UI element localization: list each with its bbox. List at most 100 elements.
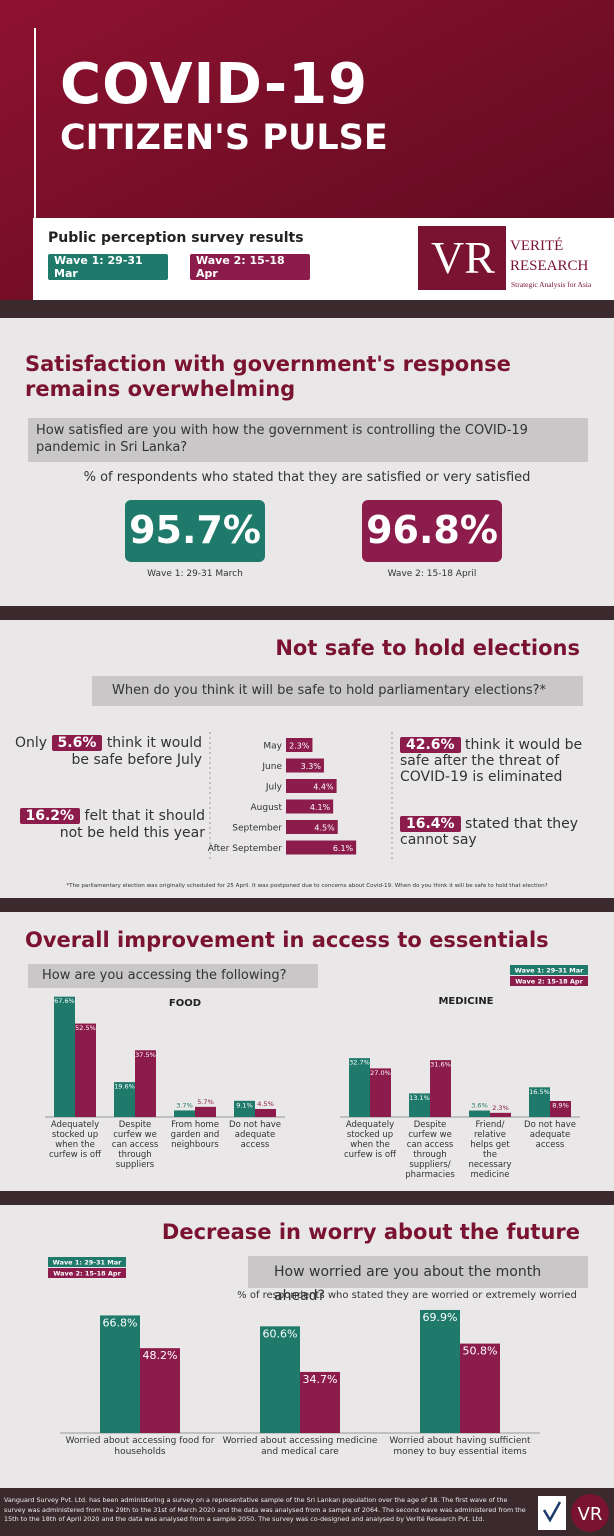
legend-swatch [510,965,588,975]
divider [0,606,614,620]
bar [140,1348,180,1433]
category-label: Worried about accessing medicine and med… [222,1436,378,1457]
bar [469,1110,490,1117]
stat: 5.6% [51,735,103,751]
wave-badge: Wave 2: 15-18 Apr [190,254,310,280]
statement: 16.4% stated that they cannot say [400,816,600,848]
text: Only [15,735,48,751]
bar [260,1326,300,1433]
value-label: 66.8% [103,1316,138,1329]
bar [460,1343,500,1433]
value-label: 3.3% [301,762,322,771]
value-label: 5.7% [197,1098,214,1106]
bar [490,1112,511,1117]
value-label: 2.3% [492,1104,509,1112]
bar [286,758,324,773]
value-label: 60.6% [263,1327,298,1340]
section-heading: Not safe to hold elections [275,636,580,660]
vanguard-mark [542,1501,562,1523]
bar [286,779,337,793]
chart-title: MEDICINE [438,996,493,1007]
category-label: Adequately stocked up when the curfew is… [49,1120,101,1160]
category-label: From home garden and neighbours [170,1120,220,1150]
value-label: 4.5% [257,1100,274,1108]
value-label: 2.3% [289,742,310,751]
vr-logo-text: VR [578,1504,603,1525]
statement: 16.2% felt that it should not be held th… [10,808,205,842]
statement: 42.6% think it would be safe after the t… [400,737,600,785]
category-label: May [263,742,282,752]
value-label: 31.6% [430,1061,451,1069]
subtitle: Public perception survey results [48,230,304,246]
value-label: 9.1% [236,1101,253,1109]
question: How satisfied are you with how the gover… [28,418,588,462]
tagline: Strategic Analysis for Asia [511,280,592,289]
footer-text: Vanguard Survey Pvt. Ltd. has been admin… [4,1496,526,1523]
value-label: 52.5% [75,1024,96,1032]
bar [349,1058,370,1117]
legend-label: Wave 1: 29-31 Mar [515,967,585,975]
chart-title: FOOD [169,998,201,1009]
legend-label: Wave 2: 15-18 Apr [53,1270,121,1278]
question: How worried are you about the month ahea… [248,1256,588,1304]
bar [114,1082,135,1117]
logo: VR [431,232,495,283]
bar [286,738,313,752]
category-label: September [232,824,282,834]
legend-label: Wave 1: 29-31 Mar [53,1259,123,1267]
stat: 42.6% [400,737,461,753]
value-label: 8.9% [552,1101,569,1109]
bar [300,1371,340,1433]
value-label: 4.5% [314,824,335,833]
text: stated that they cannot say [400,816,578,848]
value-label: 50.8% [463,1345,498,1358]
bar [286,840,357,855]
bar [255,1108,276,1117]
stat-box [125,500,265,562]
stat-label: Wave 1: 29-31 March [147,569,243,579]
text: felt that it should not be held this yea… [59,808,205,841]
value-label: 3.6% [471,1102,488,1110]
title: COVID-19 [60,52,369,117]
value-label: 48.2% [143,1349,178,1362]
bar [529,1087,550,1117]
title-line-2: CITIZEN'S PULSE [60,118,388,158]
bar [430,1060,451,1117]
value-label: 6.1% [333,844,354,853]
text: think it would be safe before July [71,735,203,768]
bar [286,799,334,814]
category-label: Worried about having sufficient money to… [389,1436,531,1457]
stat: 16.2% [19,808,81,824]
category-label: Do not have adequate access [229,1120,281,1150]
legend-swatch [48,1268,126,1278]
legend-swatch [510,976,588,986]
category-label: June [261,762,282,772]
category-label: Worried about accessing food for househo… [65,1436,215,1457]
value-label: 37.5% [135,1051,156,1059]
section-heading: Decrease in worry about the future [161,1220,580,1244]
text: think it would be safe after the threat … [400,737,583,785]
value-label: 67.6% [54,997,75,1005]
measure: % of respondents who stated they are wor… [237,1290,577,1301]
stat: 96.8% [366,508,498,552]
value-label: 16.5% [529,1088,550,1096]
value-label: 19.6% [114,1083,135,1091]
stat: 95.7% [129,508,261,552]
legend-swatch [48,1257,126,1267]
brand: VERITÉ RESEARCH [510,238,589,274]
measure: % of respondents who stated that they ar… [83,470,531,485]
statement: Only 5.6% think it would be safe before … [10,735,202,769]
stat-label: Wave 2: 15-18 April [387,569,477,579]
bar [100,1315,140,1433]
bar [550,1100,571,1117]
value-label: 4.4% [313,783,334,792]
divider [0,300,614,318]
value-label: 69.9% [423,1311,458,1324]
category-label: Adequately stocked up when the curfew is… [344,1120,396,1160]
value-label: 34.7% [303,1373,338,1386]
question: How are you accessing the following? [28,964,318,988]
category-label: July [265,783,283,793]
value-label: 4.1% [310,803,331,812]
category-label: Do not have adequate access [524,1120,576,1150]
